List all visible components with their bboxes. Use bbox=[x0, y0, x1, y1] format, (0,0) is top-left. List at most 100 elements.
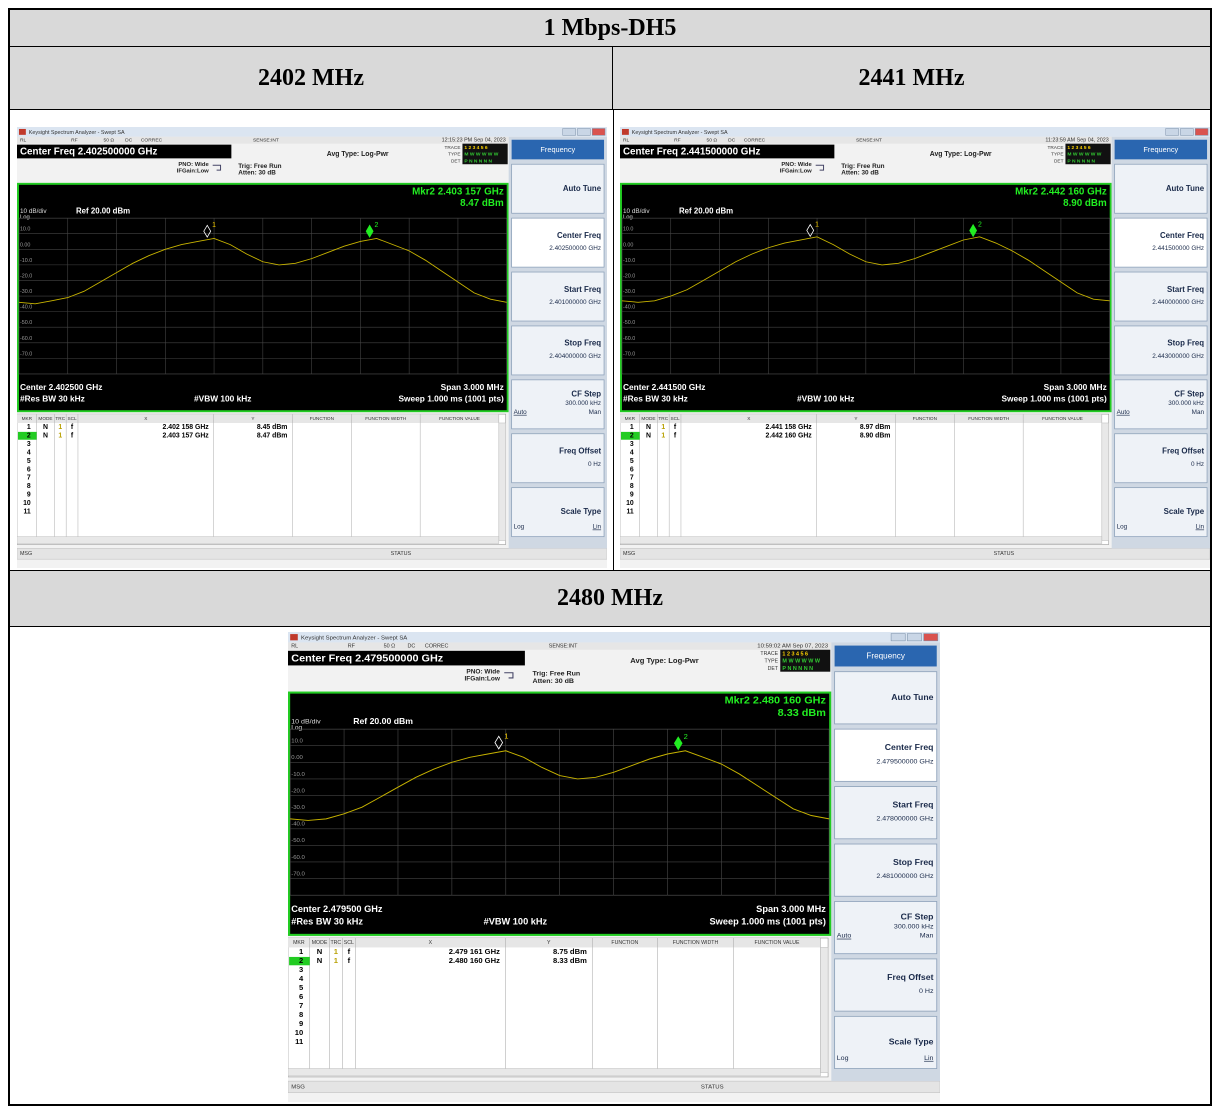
status: STATUS bbox=[994, 551, 1015, 557]
status-item: RL bbox=[291, 644, 298, 650]
y-tick-label: -60.0 bbox=[20, 336, 32, 342]
table-header: Y bbox=[251, 416, 255, 421]
row-number: 4 bbox=[630, 449, 634, 456]
row-x: 2.442 160 GHz bbox=[766, 433, 813, 440]
status-item: 50 Ω bbox=[104, 138, 115, 144]
row-number: 10 bbox=[295, 1028, 303, 1037]
y-tick-label: -40.0 bbox=[623, 305, 635, 311]
menu-title: Frequency bbox=[540, 145, 575, 154]
ref-level: Ref 20.00 dBm bbox=[76, 206, 130, 215]
trace-info-bg bbox=[780, 649, 831, 672]
y-tick-label: -60.0 bbox=[623, 336, 635, 342]
row-number: 9 bbox=[630, 492, 634, 499]
softkey-option: Lin bbox=[1196, 524, 1205, 531]
marker-number: 1 bbox=[504, 731, 508, 740]
row-number: 6 bbox=[27, 466, 31, 473]
softkey-label: Scale Type bbox=[561, 507, 602, 516]
softkey-label: Freq Offset bbox=[887, 972, 933, 982]
table-header: SCL bbox=[344, 940, 354, 946]
softkey bbox=[1114, 217, 1208, 268]
table-header: FUNCTION VALUE bbox=[439, 416, 480, 421]
title-cell: 1 Mbps-DH5 bbox=[10, 10, 1210, 47]
softkey-value: 2.440000000 GHz bbox=[1152, 299, 1204, 306]
softkey-option: Auto bbox=[837, 933, 852, 940]
trace-info-label: TRACE bbox=[445, 145, 461, 150]
marker-number: 2 bbox=[684, 732, 688, 741]
title-bar bbox=[620, 127, 1210, 137]
status-row bbox=[620, 136, 1112, 144]
trace bbox=[621, 236, 1110, 303]
sweep-label: Sweep 1.000 ms (1001 pts) bbox=[398, 394, 503, 404]
setting: IFGain:Low bbox=[465, 676, 500, 683]
status-item: RL bbox=[20, 138, 27, 144]
table-hscroll bbox=[288, 1068, 821, 1077]
center-freq: Center Freq 2.402500000 GHz bbox=[20, 147, 158, 158]
row-number: 3 bbox=[299, 965, 303, 974]
softkey bbox=[834, 843, 938, 897]
row-trc: 1 bbox=[334, 956, 338, 965]
marker-value: 8.33 dBm bbox=[778, 707, 826, 719]
row-trc: 1 bbox=[334, 947, 338, 956]
table-header-bg bbox=[17, 414, 499, 423]
vbw-label: #VBW 100 kHz bbox=[797, 394, 855, 404]
softkey-label: Auto Tune bbox=[563, 184, 602, 193]
table-header: FUNCTION WIDTH bbox=[968, 416, 1010, 421]
status-item: DC bbox=[728, 138, 736, 144]
softkey bbox=[834, 728, 938, 782]
softkey-label: Center Freq bbox=[885, 742, 934, 752]
scale: 10 dB/div bbox=[623, 208, 650, 215]
trace-info-label: DET bbox=[1054, 159, 1064, 164]
trace bbox=[290, 750, 830, 821]
marker-diamond bbox=[969, 223, 978, 238]
window-button bbox=[1165, 128, 1179, 136]
trace-info-label: TRACE bbox=[1048, 145, 1064, 150]
divider bbox=[613, 110, 614, 570]
y-tick-label: -60.0 bbox=[291, 855, 305, 861]
softkey-value: 0 Hz bbox=[919, 988, 934, 995]
trace-info-bg bbox=[462, 143, 508, 165]
table-header: FUNCTION bbox=[611, 940, 638, 946]
softkey-label: CF Step bbox=[571, 390, 601, 399]
sweep-label: Sweep 1.000 ms (1001 pts) bbox=[710, 917, 826, 927]
marker-number: 2 bbox=[375, 222, 379, 229]
span-label: Span 3.000 MHz bbox=[756, 904, 826, 914]
table-header: TRC bbox=[55, 416, 65, 421]
row-x: 2.402 158 GHz bbox=[163, 424, 210, 431]
row-trc: 1 bbox=[661, 424, 665, 431]
softkey-label: Stop Freq bbox=[893, 857, 934, 867]
y-tick-label: 10.0 bbox=[20, 227, 30, 233]
row-number: 9 bbox=[299, 1019, 303, 1028]
marker-table bbox=[17, 413, 507, 545]
softkey bbox=[511, 487, 605, 538]
row-number: 4 bbox=[27, 449, 31, 456]
log-label: Log bbox=[20, 215, 30, 221]
table-header: MKR bbox=[22, 416, 33, 421]
row-number: 5 bbox=[299, 983, 303, 992]
row-number: 5 bbox=[27, 458, 31, 465]
log-label: Log bbox=[623, 215, 633, 221]
title-bar bbox=[17, 127, 607, 137]
marker-diamond bbox=[494, 735, 504, 750]
y-tick-label: 0.00 bbox=[623, 242, 633, 248]
softkey-label: CF Step bbox=[901, 911, 934, 921]
row-x: 2.441 158 GHz bbox=[766, 424, 813, 431]
row-scl: f bbox=[674, 433, 677, 440]
softkey bbox=[1114, 487, 1208, 538]
window-button bbox=[923, 633, 939, 642]
vbw-label: #VBW 100 kHz bbox=[484, 917, 548, 927]
table-hscroll bbox=[620, 536, 1103, 544]
rbw-label: #Res BW 30 kHz bbox=[291, 917, 363, 927]
row-y: 8.47 dBm bbox=[257, 433, 288, 440]
rbw-label: #Res BW 30 kHz bbox=[623, 394, 688, 404]
softkey-value: 2.481000000 GHz bbox=[876, 873, 934, 880]
status: STATUS bbox=[701, 1084, 724, 1090]
setting: Avg Type: Log-Pwr bbox=[327, 151, 389, 158]
table-header-bg bbox=[288, 938, 821, 948]
row-mode: N bbox=[43, 424, 48, 431]
row-number: 7 bbox=[299, 1001, 303, 1010]
app-icon bbox=[621, 128, 629, 135]
table-scrollbar bbox=[498, 422, 506, 541]
softkey-label: Stop Freq bbox=[564, 339, 601, 348]
trace-info-label: TYPE bbox=[1051, 152, 1063, 157]
